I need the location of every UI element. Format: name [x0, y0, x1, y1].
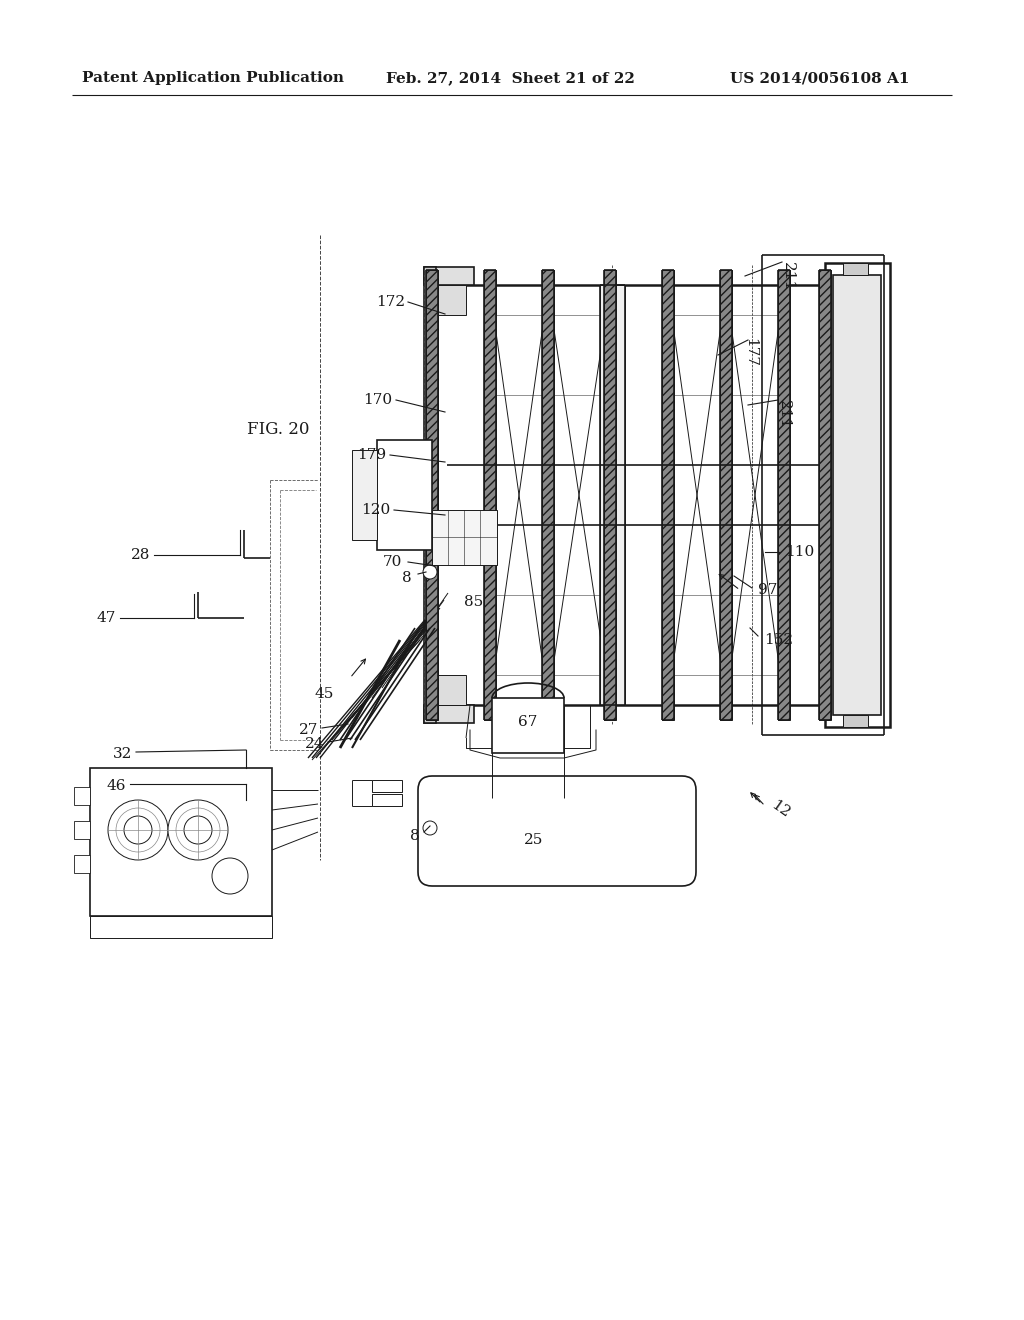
- Bar: [492, 595, 546, 675]
- Text: 47: 47: [96, 611, 116, 624]
- Text: 70: 70: [383, 554, 402, 569]
- Bar: [372, 795, 402, 807]
- Bar: [432, 510, 497, 565]
- Bar: [90, 916, 272, 939]
- Bar: [426, 271, 438, 719]
- Bar: [819, 271, 831, 719]
- Bar: [843, 715, 868, 727]
- Text: 120: 120: [360, 503, 390, 517]
- Bar: [436, 675, 466, 705]
- Bar: [542, 271, 554, 719]
- Bar: [778, 271, 790, 719]
- Text: 25: 25: [524, 833, 544, 847]
- Bar: [424, 705, 474, 723]
- Circle shape: [423, 821, 437, 836]
- Text: 28: 28: [131, 548, 150, 562]
- Bar: [720, 271, 732, 719]
- Text: Feb. 27, 2014  Sheet 21 of 22: Feb. 27, 2014 Sheet 21 of 22: [386, 71, 635, 84]
- Text: FIG. 20: FIG. 20: [247, 421, 309, 438]
- Text: 8: 8: [402, 572, 412, 585]
- Text: 97: 97: [758, 583, 777, 597]
- Bar: [670, 315, 724, 395]
- Bar: [436, 285, 466, 315]
- Text: 67: 67: [518, 715, 538, 729]
- Bar: [600, 285, 625, 705]
- Circle shape: [212, 858, 248, 894]
- Bar: [728, 595, 782, 675]
- Text: 46: 46: [106, 779, 126, 793]
- Text: 152: 152: [764, 634, 794, 647]
- Circle shape: [423, 565, 437, 579]
- Bar: [74, 855, 90, 873]
- Bar: [372, 780, 402, 792]
- Text: 211: 211: [781, 261, 795, 292]
- Text: 8: 8: [411, 829, 420, 843]
- Text: 177: 177: [743, 338, 757, 367]
- Bar: [843, 263, 868, 275]
- Bar: [550, 315, 608, 395]
- Text: 12: 12: [768, 799, 792, 821]
- Text: 45: 45: [314, 686, 334, 701]
- Bar: [550, 595, 608, 675]
- Text: 172: 172: [376, 294, 406, 309]
- Bar: [833, 275, 881, 715]
- Circle shape: [184, 816, 212, 843]
- Circle shape: [168, 800, 228, 861]
- Bar: [424, 267, 474, 285]
- Bar: [484, 271, 496, 719]
- Text: 85: 85: [464, 595, 483, 609]
- Bar: [825, 263, 890, 727]
- Bar: [424, 267, 436, 723]
- Circle shape: [108, 800, 168, 861]
- Text: 110: 110: [785, 545, 814, 558]
- Bar: [492, 698, 564, 752]
- FancyBboxPatch shape: [418, 776, 696, 886]
- Text: 170: 170: [362, 393, 392, 407]
- Bar: [74, 787, 90, 805]
- Bar: [492, 315, 546, 395]
- Bar: [74, 821, 90, 840]
- Bar: [728, 315, 782, 395]
- Text: US 2014/0056108 A1: US 2014/0056108 A1: [730, 71, 909, 84]
- Bar: [352, 450, 377, 540]
- Text: 211: 211: [777, 400, 791, 429]
- Bar: [90, 768, 272, 916]
- Text: 32: 32: [113, 747, 132, 762]
- Text: 179: 179: [357, 447, 386, 462]
- Text: 27: 27: [299, 723, 318, 737]
- Circle shape: [124, 816, 152, 843]
- Bar: [604, 271, 616, 719]
- Bar: [377, 440, 432, 550]
- Bar: [662, 271, 674, 719]
- Text: Patent Application Publication: Patent Application Publication: [82, 71, 344, 84]
- Bar: [670, 595, 724, 675]
- Text: 24: 24: [304, 737, 324, 751]
